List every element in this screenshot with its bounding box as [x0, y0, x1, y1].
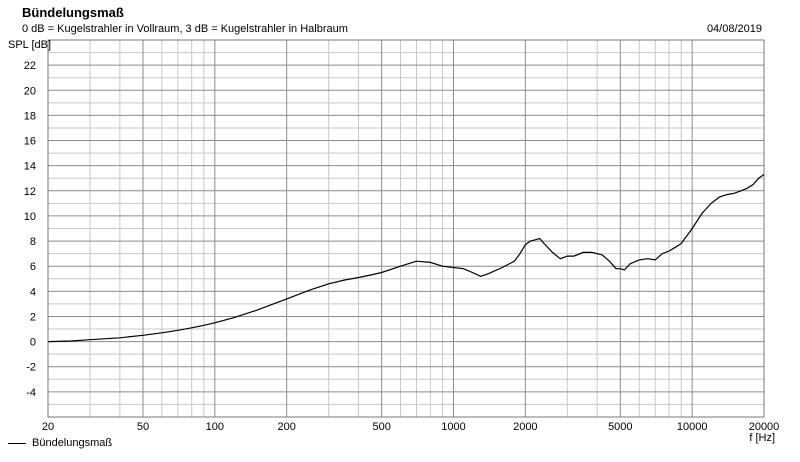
- x-tick-label: 500: [372, 421, 390, 433]
- x-tick-label: 20000: [749, 421, 780, 433]
- y-tick-label: -4: [26, 387, 36, 399]
- x-tick-label: 50: [137, 421, 149, 433]
- y-tick-label: 4: [30, 286, 36, 298]
- y-tick-label: 0: [30, 337, 36, 349]
- y-tick-label: 16: [24, 136, 36, 148]
- y-tick-label: 18: [24, 110, 36, 122]
- y-tick-label: 22: [24, 60, 36, 72]
- y-tick-label: -2: [26, 362, 36, 374]
- minor-grid: [48, 40, 764, 417]
- x-tick-labels: 20 50 100 200 500 1000 2000 5000 10000 20000: [42, 421, 779, 433]
- y-tick-labels: -4 -2 0 2 4 6 8 10 12 14 16 18 20 22: [24, 60, 36, 399]
- y-tick-label: 6: [30, 261, 36, 273]
- x-tick-label: 20: [42, 421, 54, 433]
- major-grid: [48, 40, 764, 417]
- y-tick-label: 10: [24, 211, 36, 223]
- x-tick-label: 5000: [608, 421, 632, 433]
- chart-date: 04/08/2019: [706, 23, 762, 35]
- x-tick-label: 10000: [677, 421, 708, 433]
- plot-frame: [47, 39, 765, 418]
- y-tick-label: 2: [30, 311, 36, 323]
- x-tick-label: 2000: [513, 421, 537, 433]
- legend: Bündelungsmaß: [8, 437, 112, 449]
- y-axis-label: SPL [dB]: [8, 39, 51, 51]
- x-tick-label: 100: [206, 421, 224, 433]
- y-tick-label: 8: [30, 236, 36, 248]
- y-tick-label: 12: [24, 186, 36, 198]
- x-tick-label: 1000: [441, 421, 465, 433]
- chart-title: Bündelungsmaß: [22, 5, 124, 20]
- x-axis-label: f [Hz]: [749, 432, 775, 444]
- chart-subtitle: 0 dB = Kugelstrahler in Vollraum, 3 dB =…: [22, 23, 348, 35]
- x-tick-label: 200: [277, 421, 295, 433]
- y-tick-label: 14: [24, 161, 36, 173]
- y-tick-label: 20: [24, 85, 36, 97]
- legend-swatch: [8, 442, 26, 444]
- series-line-buendelungsmass: [47, 174, 765, 343]
- legend-label: Bündelungsmaß: [32, 437, 113, 449]
